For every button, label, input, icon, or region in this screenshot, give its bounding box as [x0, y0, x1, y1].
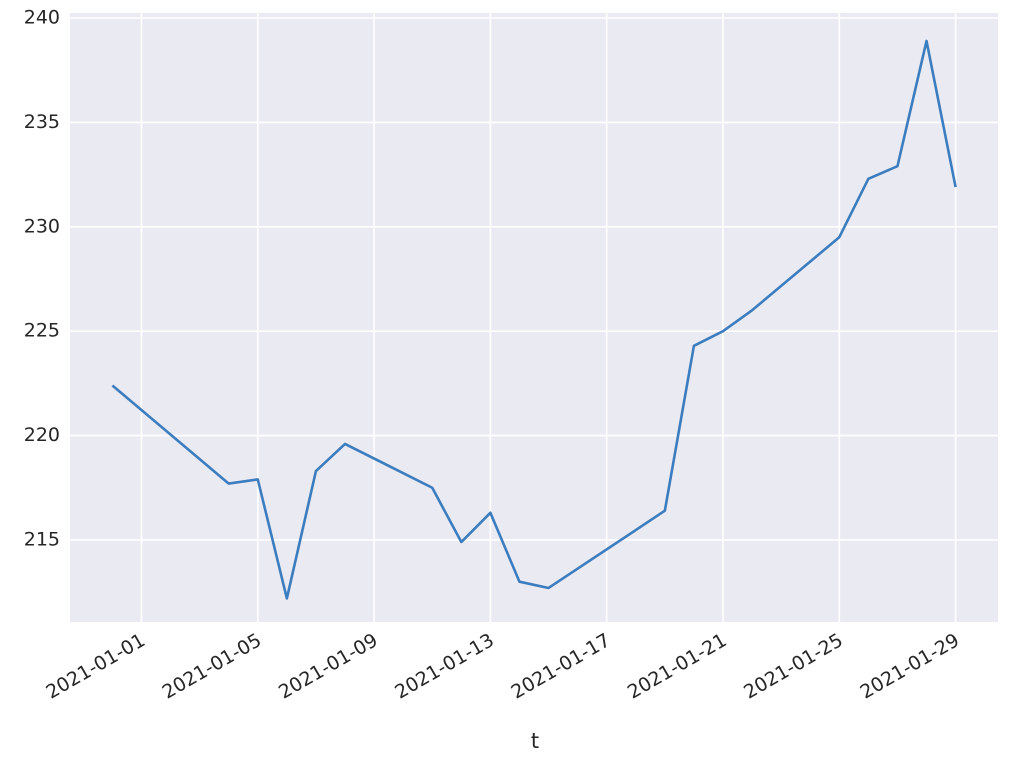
- x-tick-label: 2021-01-13: [391, 629, 498, 703]
- line: [111, 39, 957, 600]
- y-tick-label: 220: [24, 424, 60, 446]
- y-tick-label: 235: [24, 111, 60, 133]
- x-tick-label: 2021-01-01: [42, 629, 149, 703]
- x-tick-label: 2021-01-17: [508, 629, 615, 703]
- y-tick-label: 240: [24, 7, 60, 29]
- y-tick-label: 230: [24, 215, 60, 237]
- x-tick-label: 2021-01-29: [856, 629, 963, 703]
- x-axis-label: t: [531, 729, 539, 753]
- y-tick-label: 225: [24, 320, 60, 342]
- x-tick-label: 2021-01-05: [159, 629, 266, 703]
- plot-area: [70, 13, 998, 622]
- x-tick-label: 2021-01-21: [624, 629, 731, 703]
- x-tick-label: 2021-01-25: [740, 629, 847, 703]
- y-tick-label: 215: [24, 528, 60, 550]
- x-tick-label: 2021-01-09: [275, 629, 382, 703]
